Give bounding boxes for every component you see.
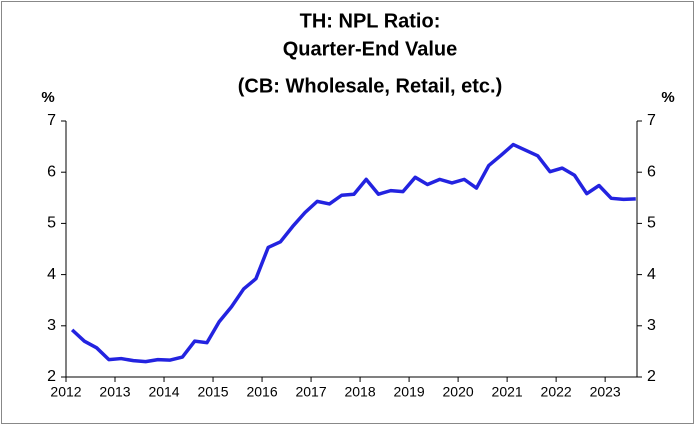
x-tick-label: 2018 <box>344 384 375 400</box>
data-line <box>70 142 636 364</box>
chart-title: Quarter-End Value <box>283 38 458 60</box>
x-tick-label: 2013 <box>99 384 130 400</box>
chart-title: TH: NPL Ratio: <box>300 10 441 32</box>
y2-tick-label: 5 <box>647 215 656 232</box>
x-tick-label: 2020 <box>443 384 474 400</box>
y2-tick-label: 2 <box>647 368 656 385</box>
y-tick-label: 6 <box>47 163 56 180</box>
x-tick-label: 2021 <box>492 384 523 400</box>
x-tick-label: 2012 <box>50 384 81 400</box>
x-tick-label: 2015 <box>197 384 228 400</box>
y-tick-label: 5 <box>47 215 56 232</box>
y-tick-label: 7 <box>47 112 56 129</box>
y2-tick-label: 4 <box>647 266 656 283</box>
x-tick-label: 2016 <box>246 384 277 400</box>
y2-tick-label: 7 <box>647 112 656 129</box>
x-tick-label: 2023 <box>590 384 621 400</box>
x-tick-label: 2017 <box>295 384 326 400</box>
y2-axis-label: % <box>661 89 674 106</box>
y2-tick-label: 3 <box>647 317 656 334</box>
y-tick-label: 4 <box>47 266 56 283</box>
x-tick-label: 2022 <box>541 384 572 400</box>
x-tick-label: 2019 <box>394 384 425 400</box>
x-tick-label: 2014 <box>148 384 179 400</box>
y-tick-label: 2 <box>47 368 56 385</box>
y-axis-label: % <box>41 89 54 106</box>
y2-tick-label: 6 <box>647 163 656 180</box>
y-tick-label: 3 <box>47 317 56 334</box>
chart-title: (CB: Wholesale, Retail, etc.) <box>238 75 503 97</box>
